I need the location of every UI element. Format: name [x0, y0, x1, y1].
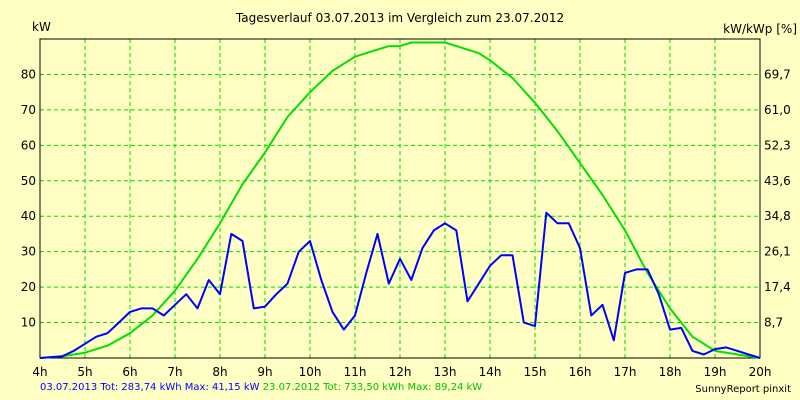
- y-tick-label-right: 26,1: [764, 245, 791, 259]
- y-tick-label-right: 34,8: [764, 209, 791, 223]
- y-tick-label-left: 30: [21, 245, 36, 259]
- y-tick-label-left: 60: [21, 138, 36, 152]
- x-tick-label: 8h: [212, 365, 227, 379]
- x-tick-label: 14h: [479, 365, 502, 379]
- x-tick-label: 13h: [434, 365, 457, 379]
- x-tick-label: 12h: [389, 365, 412, 379]
- x-tick-label: 5h: [77, 365, 92, 379]
- y-tick-label-right: 17,4: [764, 280, 791, 294]
- y-tick-label-right: 61,0: [764, 103, 791, 117]
- credit-label: SunnyReport pinxit: [695, 384, 791, 395]
- y-tick-label-left: 20: [21, 280, 36, 294]
- x-tick-label: 16h: [569, 365, 592, 379]
- y-tick-label-left: 70: [21, 103, 36, 117]
- y-tick-label-right: 52,3: [764, 138, 791, 152]
- x-tick-label: 11h: [344, 365, 367, 379]
- y-tick-label-left: 40: [21, 209, 36, 223]
- y-axis-label-left: kW: [32, 20, 51, 34]
- x-tick-label: 20h: [749, 365, 772, 379]
- plot-frame: [39, 38, 761, 359]
- x-tick-label: 18h: [659, 365, 682, 379]
- y-tick-label-left: 10: [21, 316, 36, 330]
- footer-summary: 03.07.2013 Tot: 283,74 kWh Max: 41,15 kW…: [40, 382, 482, 393]
- y-tick-label-left: 50: [21, 174, 36, 188]
- x-tick-label: 10h: [299, 365, 322, 379]
- footer-series-2013: 03.07.2013 Tot: 283,74 kWh Max: 41,15 kW: [40, 382, 260, 393]
- x-tick-label: 4h: [32, 365, 47, 379]
- y-tick-label-left: 80: [21, 67, 36, 81]
- series-line-03-07-2013: [39, 211, 761, 359]
- x-tick-label: 15h: [524, 365, 547, 379]
- y-axis-label-right: kW/kWp [%]: [723, 22, 797, 36]
- x-tick-label: 7h: [167, 365, 182, 379]
- x-tick-label: 19h: [704, 365, 727, 379]
- y-tick-label-right: 8,7: [764, 316, 783, 330]
- x-tick-label: 17h: [614, 365, 637, 379]
- chart-title: Tagesverlauf 03.07.2013 im Vergleich zum…: [235, 11, 564, 25]
- y-tick-label-right: 69,7: [764, 67, 791, 81]
- series-line-23-07-2012: [39, 41, 761, 359]
- footer-series-2012: 23.07.2012 Tot: 733,50 kWh Max: 89,24 kW: [259, 382, 483, 393]
- plot-area: [40, 39, 760, 358]
- y-tick-label-right: 43,6: [764, 174, 791, 188]
- x-tick-label: 9h: [257, 365, 272, 379]
- x-tick-label: 6h: [122, 365, 137, 379]
